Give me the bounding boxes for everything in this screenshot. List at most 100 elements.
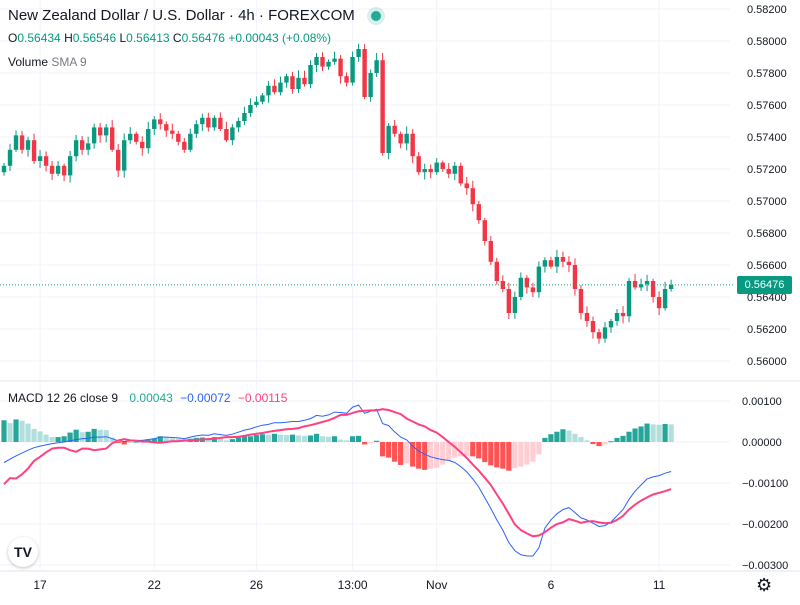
macd-histogram-bar <box>337 439 344 442</box>
macd-histogram-bar <box>85 431 91 442</box>
candle-body <box>170 130 175 134</box>
candle-body <box>49 165 55 174</box>
macd-legend[interactable]: MACD 12 26 close 9 0.00043 −0.00072 −0.0… <box>8 391 287 405</box>
macd-histogram-bar <box>157 436 163 442</box>
price-tick-label: 0.57200 <box>747 164 787 176</box>
candle-body <box>91 127 97 144</box>
candle-body <box>122 140 127 171</box>
candle-body <box>548 260 554 267</box>
candle-body <box>638 284 644 288</box>
macd-histogram-bar <box>458 442 464 457</box>
candle-body <box>650 281 656 297</box>
macd-histogram-bar <box>205 438 211 442</box>
candle-body <box>458 165 463 184</box>
last-price-tag: 0.56476 <box>737 276 792 294</box>
macd-tick-label: 0.00100 <box>742 396 782 408</box>
settings-gear-icon[interactable]: ⚙ <box>756 575 773 595</box>
macd-histogram-bar <box>392 442 398 462</box>
symbol-title[interactable]: New Zealand Dollar / U.S. Dollar · 4h · … <box>8 7 355 24</box>
high-value: 0.56546 <box>72 31 117 45</box>
macd-histogram-bar <box>626 431 632 442</box>
candle-body <box>590 321 596 333</box>
macd-tick-label: −0.00200 <box>742 519 788 531</box>
macd-histogram-bar <box>446 442 452 461</box>
candle-body <box>248 105 253 113</box>
candle-body <box>536 266 542 293</box>
macd-histogram-bar <box>151 438 157 442</box>
macd-histogram-bar <box>638 426 644 442</box>
price-tick-label: 0.57600 <box>747 100 787 112</box>
time-tick-label: 22 <box>148 578 162 592</box>
candle-body <box>500 281 506 289</box>
macd-histogram-bar <box>259 434 266 442</box>
candle-body <box>482 220 487 241</box>
candle-body <box>61 165 67 176</box>
macd-histogram-bar <box>584 440 590 442</box>
candle-body <box>128 133 133 141</box>
macd-histogram-bar <box>343 440 350 442</box>
candle-body <box>644 281 650 285</box>
candle-body <box>494 261 500 281</box>
macd-tick-label: −0.00300 <box>742 560 788 572</box>
candle-body <box>7 149 13 166</box>
price-tick-label: 0.56600 <box>747 260 787 272</box>
close-value: 0.56476 <box>181 31 225 45</box>
candle-body <box>97 127 103 136</box>
candle-body <box>614 313 620 321</box>
candle-body <box>218 117 223 129</box>
macd-histogram-bar <box>656 424 662 442</box>
candle-body <box>362 49 367 97</box>
price-tick-label: 0.58000 <box>747 36 787 48</box>
macd-signal-value: −0.00115 <box>237 391 288 405</box>
price-tick-label: 0.58200 <box>747 4 787 16</box>
macd-histogram-bar <box>133 441 139 443</box>
chart-title-row: New Zealand Dollar / U.S. Dollar · 4h · … <box>8 7 381 24</box>
price-tick-label: 0.56400 <box>747 292 787 304</box>
macd-histogram-bar <box>319 436 326 442</box>
candle-body <box>344 76 349 83</box>
macd-histogram-bar <box>25 423 31 442</box>
macd-histogram-bar <box>169 438 175 442</box>
candle-body <box>416 156 421 173</box>
candle-body <box>620 313 626 317</box>
price-tick-label: 0.56200 <box>747 324 787 336</box>
price-tick-label: 0.56800 <box>747 228 787 240</box>
candle-body <box>332 58 337 62</box>
macd-histogram-bar <box>380 442 386 457</box>
macd-histogram-bar <box>217 438 223 442</box>
macd-layer <box>1 404 674 557</box>
open-label: O <box>8 31 18 45</box>
candle-body <box>266 85 271 96</box>
candle-body <box>272 85 277 93</box>
candle-body <box>392 125 397 134</box>
candle-body <box>410 133 415 157</box>
macd-histogram-bar <box>37 431 43 442</box>
tradingview-logo[interactable]: TV <box>8 537 38 567</box>
macd-histogram-bar <box>662 423 668 442</box>
candle-body <box>37 156 43 161</box>
ohlc-row: O0.56434 H0.56546 L0.56413 C0.56476 +0.0… <box>8 31 331 45</box>
candle-body <box>134 133 139 142</box>
low-label: L <box>119 31 127 45</box>
macd-histogram-bar <box>452 442 458 458</box>
candle-body <box>158 119 163 125</box>
macd-histogram-bar <box>608 441 614 443</box>
macd-histogram-bar <box>554 431 560 442</box>
candle-body <box>200 117 205 125</box>
macd-histogram-bar <box>91 428 97 442</box>
candle-body <box>290 76 295 89</box>
candle-body <box>380 60 385 154</box>
macd-histogram-bar <box>103 430 109 442</box>
macd-histogram-bar <box>295 435 302 442</box>
macd-histogram-bar <box>97 429 103 442</box>
volume-label: Volume <box>8 55 49 69</box>
volume-legend[interactable]: Volume SMA 9 <box>8 55 87 69</box>
time-tick-label: 26 <box>250 578 264 592</box>
macd-tick-label: −0.00100 <box>742 478 788 490</box>
macd-histogram-bar <box>470 442 476 457</box>
macd-histogram-bar <box>566 430 572 442</box>
candle-body <box>55 165 61 174</box>
macd-histogram-bar <box>368 442 374 443</box>
